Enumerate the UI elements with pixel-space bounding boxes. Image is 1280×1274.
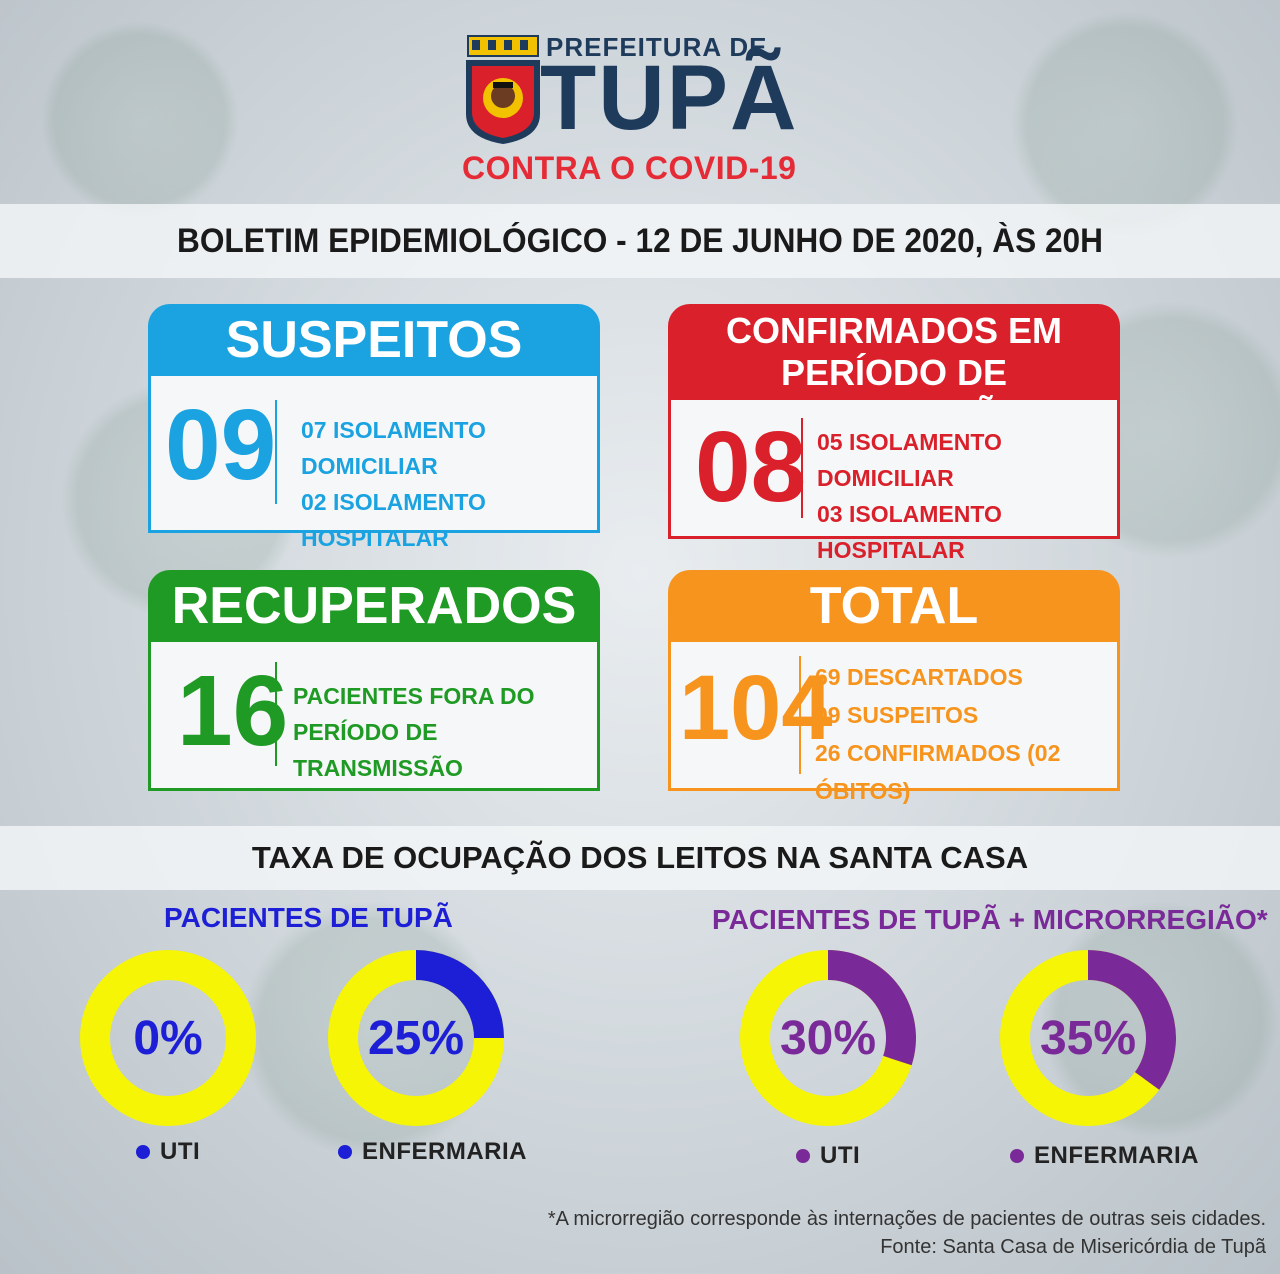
card-recuperados-header: RECUPERADOS xyxy=(148,570,600,642)
virus-decoration xyxy=(40,20,240,220)
card-total-header: TOTAL ACUMULADO xyxy=(668,570,1120,707)
bulletin-band xyxy=(0,204,1280,278)
line-item: 69 DESCARTADOS xyxy=(815,664,1023,690)
line-item: 03 ISOLAMENTO HOSPITALAR xyxy=(817,501,1002,563)
line-item: 02 ISOLAMENTO HOSPITALAR xyxy=(301,489,486,551)
card-recuperados: RECUPERADOS 16 PACIENTES FORA DO PERÍODO… xyxy=(148,570,600,791)
card-total: TOTAL ACUMULADO 104 69 DESCARTADOS 09 SU… xyxy=(668,570,1120,804)
header: PREFEITURA DE TUPÃ CONTRA O COVID-19 xyxy=(0,0,1280,200)
card-recuperados-title: RECUPERADOS xyxy=(171,577,577,635)
legend-micro-uti: UTI xyxy=(796,1142,860,1170)
line-item: PACIENTES FORA DO xyxy=(293,683,535,709)
virus-decoration xyxy=(240,900,500,1160)
line-item: 05 ISOLAMENTO DOMICILIAR xyxy=(817,429,1002,491)
donut-micro-enfermaria: 35% xyxy=(1000,950,1176,1126)
group-title-tupa: PACIENTES DE TUPÃ xyxy=(164,902,453,933)
line-item: 26 CONFIRMADOS (02 ÓBITOS) xyxy=(815,740,1061,804)
card-confirmados: CONFIRMADOS EM PERÍODO DE TRANSMISSÃO 08… xyxy=(668,304,1120,563)
card-recuperados-body: 16 PACIENTES FORA DO PERÍODO DE TRANSMIS… xyxy=(148,642,600,791)
donut-tupa-enfermaria: 25% xyxy=(328,950,504,1126)
legend-dot xyxy=(136,1145,150,1159)
card-suspeitos-lines: 07 ISOLAMENTO DOMICILIAR 02 ISOLAMENTO H… xyxy=(301,412,597,556)
card-suspeitos: SUSPEITOS 09 07 ISOLAMENTO DOMICILIAR 02… xyxy=(148,304,600,551)
legend-label: UTI xyxy=(820,1142,861,1169)
card-confirmados-number: 08 xyxy=(695,411,807,523)
card-total-body: 104 69 DESCARTADOS 09 SUSPEITOS 26 CONFI… xyxy=(668,642,1120,804)
legend-dot xyxy=(338,1145,352,1159)
card-confirmados-lines: 05 ISOLAMENTO DOMICILIAR 03 ISOLAMENTO H… xyxy=(817,424,1117,568)
legend-tupa-uti: UTI xyxy=(136,1138,200,1166)
line-item: 09 SUSPEITOS xyxy=(815,702,979,728)
legend-label: ENFERMARIA xyxy=(1034,1142,1199,1169)
city-crest-logo xyxy=(466,35,540,144)
donut-track xyxy=(80,950,256,1126)
donut-segment xyxy=(1088,950,1176,1090)
donut-percent-label: 35% xyxy=(1039,1011,1137,1065)
card-confirmados-title-1: CONFIRMADOS EM xyxy=(726,310,1062,351)
card-suspeitos-body: 09 07 ISOLAMENTO DOMICILIAR 02 ISOLAMENT… xyxy=(148,376,600,551)
donut-svg xyxy=(1000,950,1176,1126)
legend-dot xyxy=(1010,1149,1024,1163)
card-divider xyxy=(801,418,803,518)
donut-svg xyxy=(328,950,504,1126)
card-total-number: 104 xyxy=(679,657,833,759)
bulletin-title: BOLETIM EPIDEMIOLÓGICO - 12 DE JUNHO DE … xyxy=(177,221,1103,260)
donut-percent-label: 0% xyxy=(133,1011,203,1065)
line-item: 07 ISOLAMENTO DOMICILIAR xyxy=(301,417,486,479)
source-note: Fonte: Santa Casa de Misericórdia de Tup… xyxy=(880,1236,1266,1258)
card-divider xyxy=(275,662,277,766)
card-suspeitos-header: SUSPEITOS xyxy=(148,304,600,376)
donut-tupa-uti: 0% xyxy=(80,950,256,1126)
city-name: TUPÃ xyxy=(540,47,799,149)
donut-percent-label: 25% xyxy=(367,1011,465,1065)
card-divider xyxy=(799,656,801,774)
donut-segment xyxy=(416,950,504,1038)
donut-micro-uti: 30% xyxy=(740,950,916,1126)
legend-dot xyxy=(796,1149,810,1163)
occupancy-title: TAXA DE OCUPAÇÃO DOS LEITOS NA SANTA CAS… xyxy=(251,840,1029,875)
card-recuperados-lines: PACIENTES FORA DO PERÍODO DE TRANSMISSÃO xyxy=(293,678,597,786)
donut-svg xyxy=(740,950,916,1126)
card-confirmados-header: CONFIRMADOS EM PERÍODO DE TRANSMISSÃO xyxy=(668,304,1120,435)
prefeitura-label: PREFEITURA DE xyxy=(546,32,768,62)
donut-percent-label: 30% xyxy=(779,1011,877,1065)
campaign-label: CONTRA O COVID-19 xyxy=(462,150,797,186)
legend-label: UTI xyxy=(160,1138,201,1165)
card-suspeitos-number: 09 xyxy=(165,389,277,501)
card-total-lines: 69 DESCARTADOS 09 SUSPEITOS 26 CONFIRMAD… xyxy=(815,658,1117,810)
group-title-microrregiao: PACIENTES DE TUPÃ + MICRORREGIÃO* xyxy=(712,904,1268,935)
footnote: *A microrregião corresponde às internaçõ… xyxy=(547,1208,1266,1230)
card-suspeitos-title: SUSPEITOS xyxy=(225,311,523,369)
card-divider xyxy=(275,400,277,504)
virus-decoration xyxy=(1010,10,1240,240)
card-confirmados-body: 08 05 ISOLAMENTO DOMICILIAR 03 ISOLAMENT… xyxy=(668,400,1120,563)
legend-label: ENFERMARIA xyxy=(362,1138,527,1165)
occupancy-band xyxy=(0,826,1280,890)
legend-tupa-enfermaria: ENFERMARIA xyxy=(338,1138,527,1166)
donut-segment xyxy=(828,950,916,1066)
donut-svg xyxy=(80,950,256,1126)
line-item: PERÍODO DE TRANSMISSÃO xyxy=(293,719,463,781)
legend-micro-enfermaria: ENFERMARIA xyxy=(1010,1142,1199,1170)
card-recuperados-number: 16 xyxy=(177,655,289,767)
